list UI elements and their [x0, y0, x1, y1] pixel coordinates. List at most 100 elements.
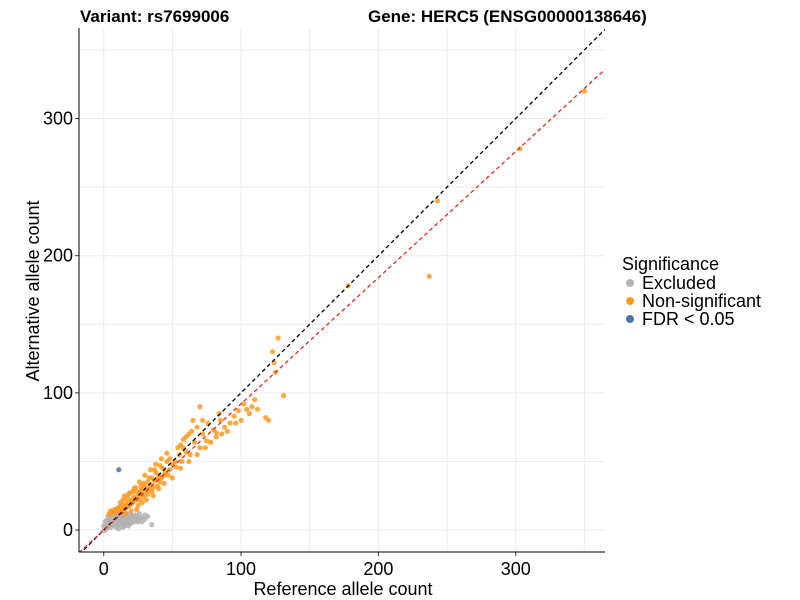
x-tick-label: 0: [99, 559, 109, 579]
data-point: [116, 526, 122, 532]
legend-label: Non-significant: [642, 291, 761, 311]
data-point: [164, 450, 170, 456]
data-point: [140, 480, 147, 486]
data-point: [216, 410, 222, 417]
data-point: [121, 523, 127, 529]
data-point: [217, 417, 224, 423]
data-point: [123, 510, 129, 517]
x-tick-label: 200: [363, 559, 393, 579]
data-point: [270, 349, 276, 355]
data-point: [101, 523, 107, 529]
data-point: [179, 458, 185, 465]
data-point: [128, 508, 134, 514]
x-axis-ticks: 0 100 200 300: [99, 552, 531, 579]
data-point: [241, 401, 247, 407]
data-point: [187, 452, 193, 458]
data-point: [138, 515, 144, 521]
legend: Significance ExcludedNon-significantFDR …: [622, 254, 761, 329]
data-point: [157, 463, 163, 469]
data-point: [254, 406, 261, 412]
x-tick-label: 300: [501, 559, 531, 579]
data-point: [164, 458, 170, 465]
data-point: [249, 404, 255, 410]
data-point: [173, 464, 180, 470]
data-point: [136, 510, 142, 517]
legend-label: Excluded: [642, 273, 716, 293]
data-point: [265, 417, 272, 423]
data-point: [275, 335, 281, 341]
data-point: [194, 452, 200, 458]
x-tick-label: 100: [226, 559, 256, 579]
data-point: [233, 420, 239, 426]
data-point: [178, 442, 184, 448]
data-point: [200, 431, 206, 437]
reference-line: [79, 68, 605, 552]
data-point: [136, 479, 142, 485]
reference-lines: [79, 28, 605, 552]
data-point: [517, 146, 523, 152]
data-point: [151, 467, 158, 473]
data-point: [142, 512, 148, 518]
y-tick-label: 300: [43, 109, 73, 129]
data-point: [224, 428, 230, 434]
data-point: [202, 445, 208, 451]
axes: [78, 28, 605, 553]
data-point: [426, 273, 432, 279]
data-point: [149, 522, 155, 528]
data-point: [124, 495, 130, 502]
data-point: [134, 506, 140, 513]
data-point: [227, 420, 233, 426]
y-axis-title: Alternative allele count: [23, 200, 43, 381]
data-point: [153, 461, 159, 467]
data-point: [135, 502, 141, 508]
data-point: [140, 494, 147, 500]
data-point: [213, 434, 219, 440]
y-tick-label: 200: [43, 246, 73, 266]
legend-key: [626, 279, 634, 287]
data-point: [581, 88, 588, 94]
data-point: [149, 489, 155, 495]
data-point: [222, 424, 228, 430]
data-point: [197, 445, 203, 451]
data-point: [281, 393, 287, 399]
variant-title: Variant: rs7699006: [80, 7, 229, 26]
data-point: [244, 406, 250, 412]
data-point: [200, 417, 206, 423]
data-point: [197, 404, 203, 410]
data-point: [146, 475, 152, 481]
data-point: [252, 397, 258, 403]
data-point: [130, 489, 136, 495]
data-point: [158, 456, 164, 462]
data-point: [117, 500, 123, 506]
data-point: [169, 475, 175, 481]
data-points: [101, 88, 588, 533]
data-point: [127, 520, 133, 526]
data-point: [178, 465, 184, 471]
data-point: [145, 491, 151, 497]
legend-label: FDR < 0.05: [642, 309, 735, 329]
data-point: [161, 480, 167, 486]
data-point: [139, 519, 145, 525]
y-tick-label: 100: [43, 383, 73, 403]
data-point: [194, 424, 200, 430]
grid-lines: [79, 28, 605, 552]
legend-key: [626, 297, 634, 305]
data-point: [132, 484, 138, 491]
gene-title: Gene: HERC5 (ENSG00000138646): [368, 7, 647, 26]
data-point: [219, 431, 225, 437]
legend-title: Significance: [622, 254, 719, 274]
data-point: [190, 417, 196, 423]
data-point: [189, 428, 195, 434]
data-point: [208, 439, 214, 445]
y-axis-ticks: 0 100 200 300: [43, 109, 79, 540]
data-point: [246, 410, 252, 417]
y-tick-label: 0: [63, 520, 73, 540]
data-point: [106, 510, 112, 517]
data-point: [142, 472, 148, 478]
data-point: [116, 467, 122, 473]
data-point: [235, 408, 241, 414]
data-point: [434, 198, 440, 204]
data-point: [147, 467, 153, 473]
data-point: [134, 517, 140, 524]
